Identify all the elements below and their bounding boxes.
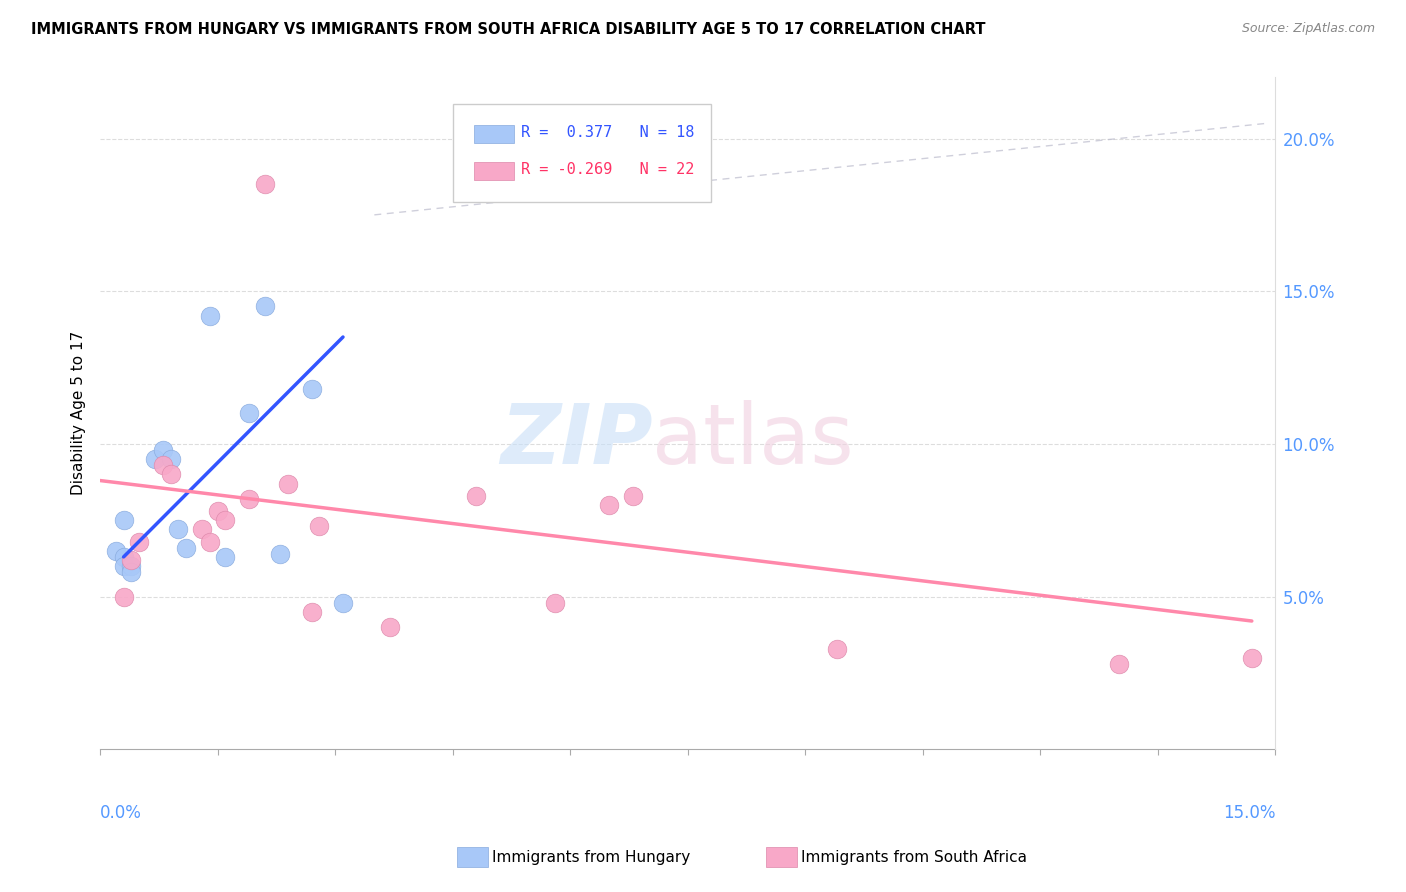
Text: IMMIGRANTS FROM HUNGARY VS IMMIGRANTS FROM SOUTH AFRICA DISABILITY AGE 5 TO 17 C: IMMIGRANTS FROM HUNGARY VS IMMIGRANTS FR… (31, 22, 986, 37)
Point (238, 491, 260, 506)
Text: Immigrants from Hungary: Immigrants from Hungary (492, 850, 690, 864)
Point (277, 476, 299, 491)
Point (121, 553, 143, 567)
Point (112, 590, 135, 604)
Point (543, 596, 565, 610)
Point (332, 596, 354, 610)
Text: atlas: atlas (652, 400, 855, 481)
Point (152, 442, 174, 457)
Text: Immigrants from South Africa: Immigrants from South Africa (801, 850, 1028, 864)
Point (128, 534, 150, 549)
Point (621, 489, 644, 503)
Point (112, 559, 135, 574)
Point (301, 382, 323, 396)
Point (253, 300, 276, 314)
Text: R = -0.269   N = 22: R = -0.269 N = 22 (520, 162, 695, 178)
Point (121, 565, 143, 579)
Point (253, 178, 276, 192)
Point (159, 452, 181, 467)
Point (176, 541, 198, 555)
FancyBboxPatch shape (474, 161, 513, 179)
Point (269, 547, 291, 561)
Text: 0.0%: 0.0% (100, 805, 142, 822)
Point (112, 549, 135, 564)
Point (198, 309, 221, 323)
Point (104, 543, 127, 558)
Point (159, 467, 181, 482)
Point (308, 519, 330, 533)
Text: Source: ZipAtlas.com: Source: ZipAtlas.com (1241, 22, 1375, 36)
Point (152, 458, 174, 473)
FancyBboxPatch shape (474, 125, 513, 143)
Point (121, 559, 143, 574)
FancyBboxPatch shape (453, 104, 711, 202)
Point (238, 406, 260, 420)
Point (214, 513, 236, 527)
Text: R =  0.377   N = 18: R = 0.377 N = 18 (520, 126, 695, 140)
Text: 15.0%: 15.0% (1223, 805, 1275, 822)
Point (198, 534, 221, 549)
Point (167, 523, 190, 537)
Point (143, 452, 166, 467)
Point (112, 513, 135, 527)
Text: ZIP: ZIP (501, 400, 652, 481)
Point (598, 498, 620, 512)
Point (378, 620, 401, 634)
Point (301, 605, 323, 619)
Point (1108, 657, 1130, 671)
Point (191, 523, 214, 537)
Y-axis label: Disability Age 5 to 17: Disability Age 5 to 17 (72, 331, 86, 495)
Point (214, 549, 236, 564)
Point (1240, 650, 1263, 665)
Point (825, 641, 848, 656)
Point (465, 489, 488, 503)
Point (207, 504, 229, 518)
